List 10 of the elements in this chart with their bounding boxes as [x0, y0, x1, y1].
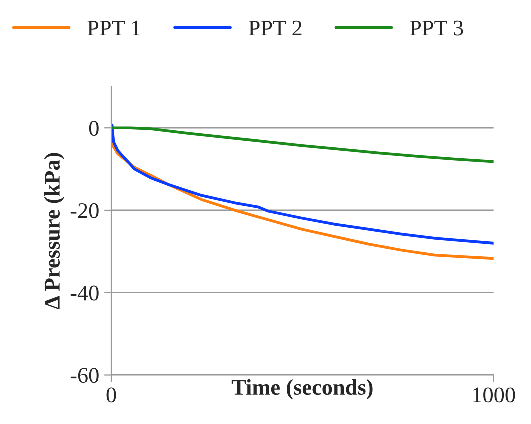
legend-label: PPT 1: [88, 20, 140, 36]
y-axis-title: Δ Pressure (kPa): [44, 153, 65, 310]
y-tick-label: 0: [89, 121, 99, 136]
y-tick-label: -60: [70, 368, 99, 384]
y-tick-label: -40: [70, 286, 99, 301]
legend-label: PPT 3: [410, 20, 464, 36]
x-axis-title: Time (seconds): [232, 379, 373, 400]
legend-label: PPT 2: [248, 20, 302, 36]
x-tick-label: 1000: [474, 388, 516, 403]
y-tick-label: -20: [70, 203, 99, 218]
